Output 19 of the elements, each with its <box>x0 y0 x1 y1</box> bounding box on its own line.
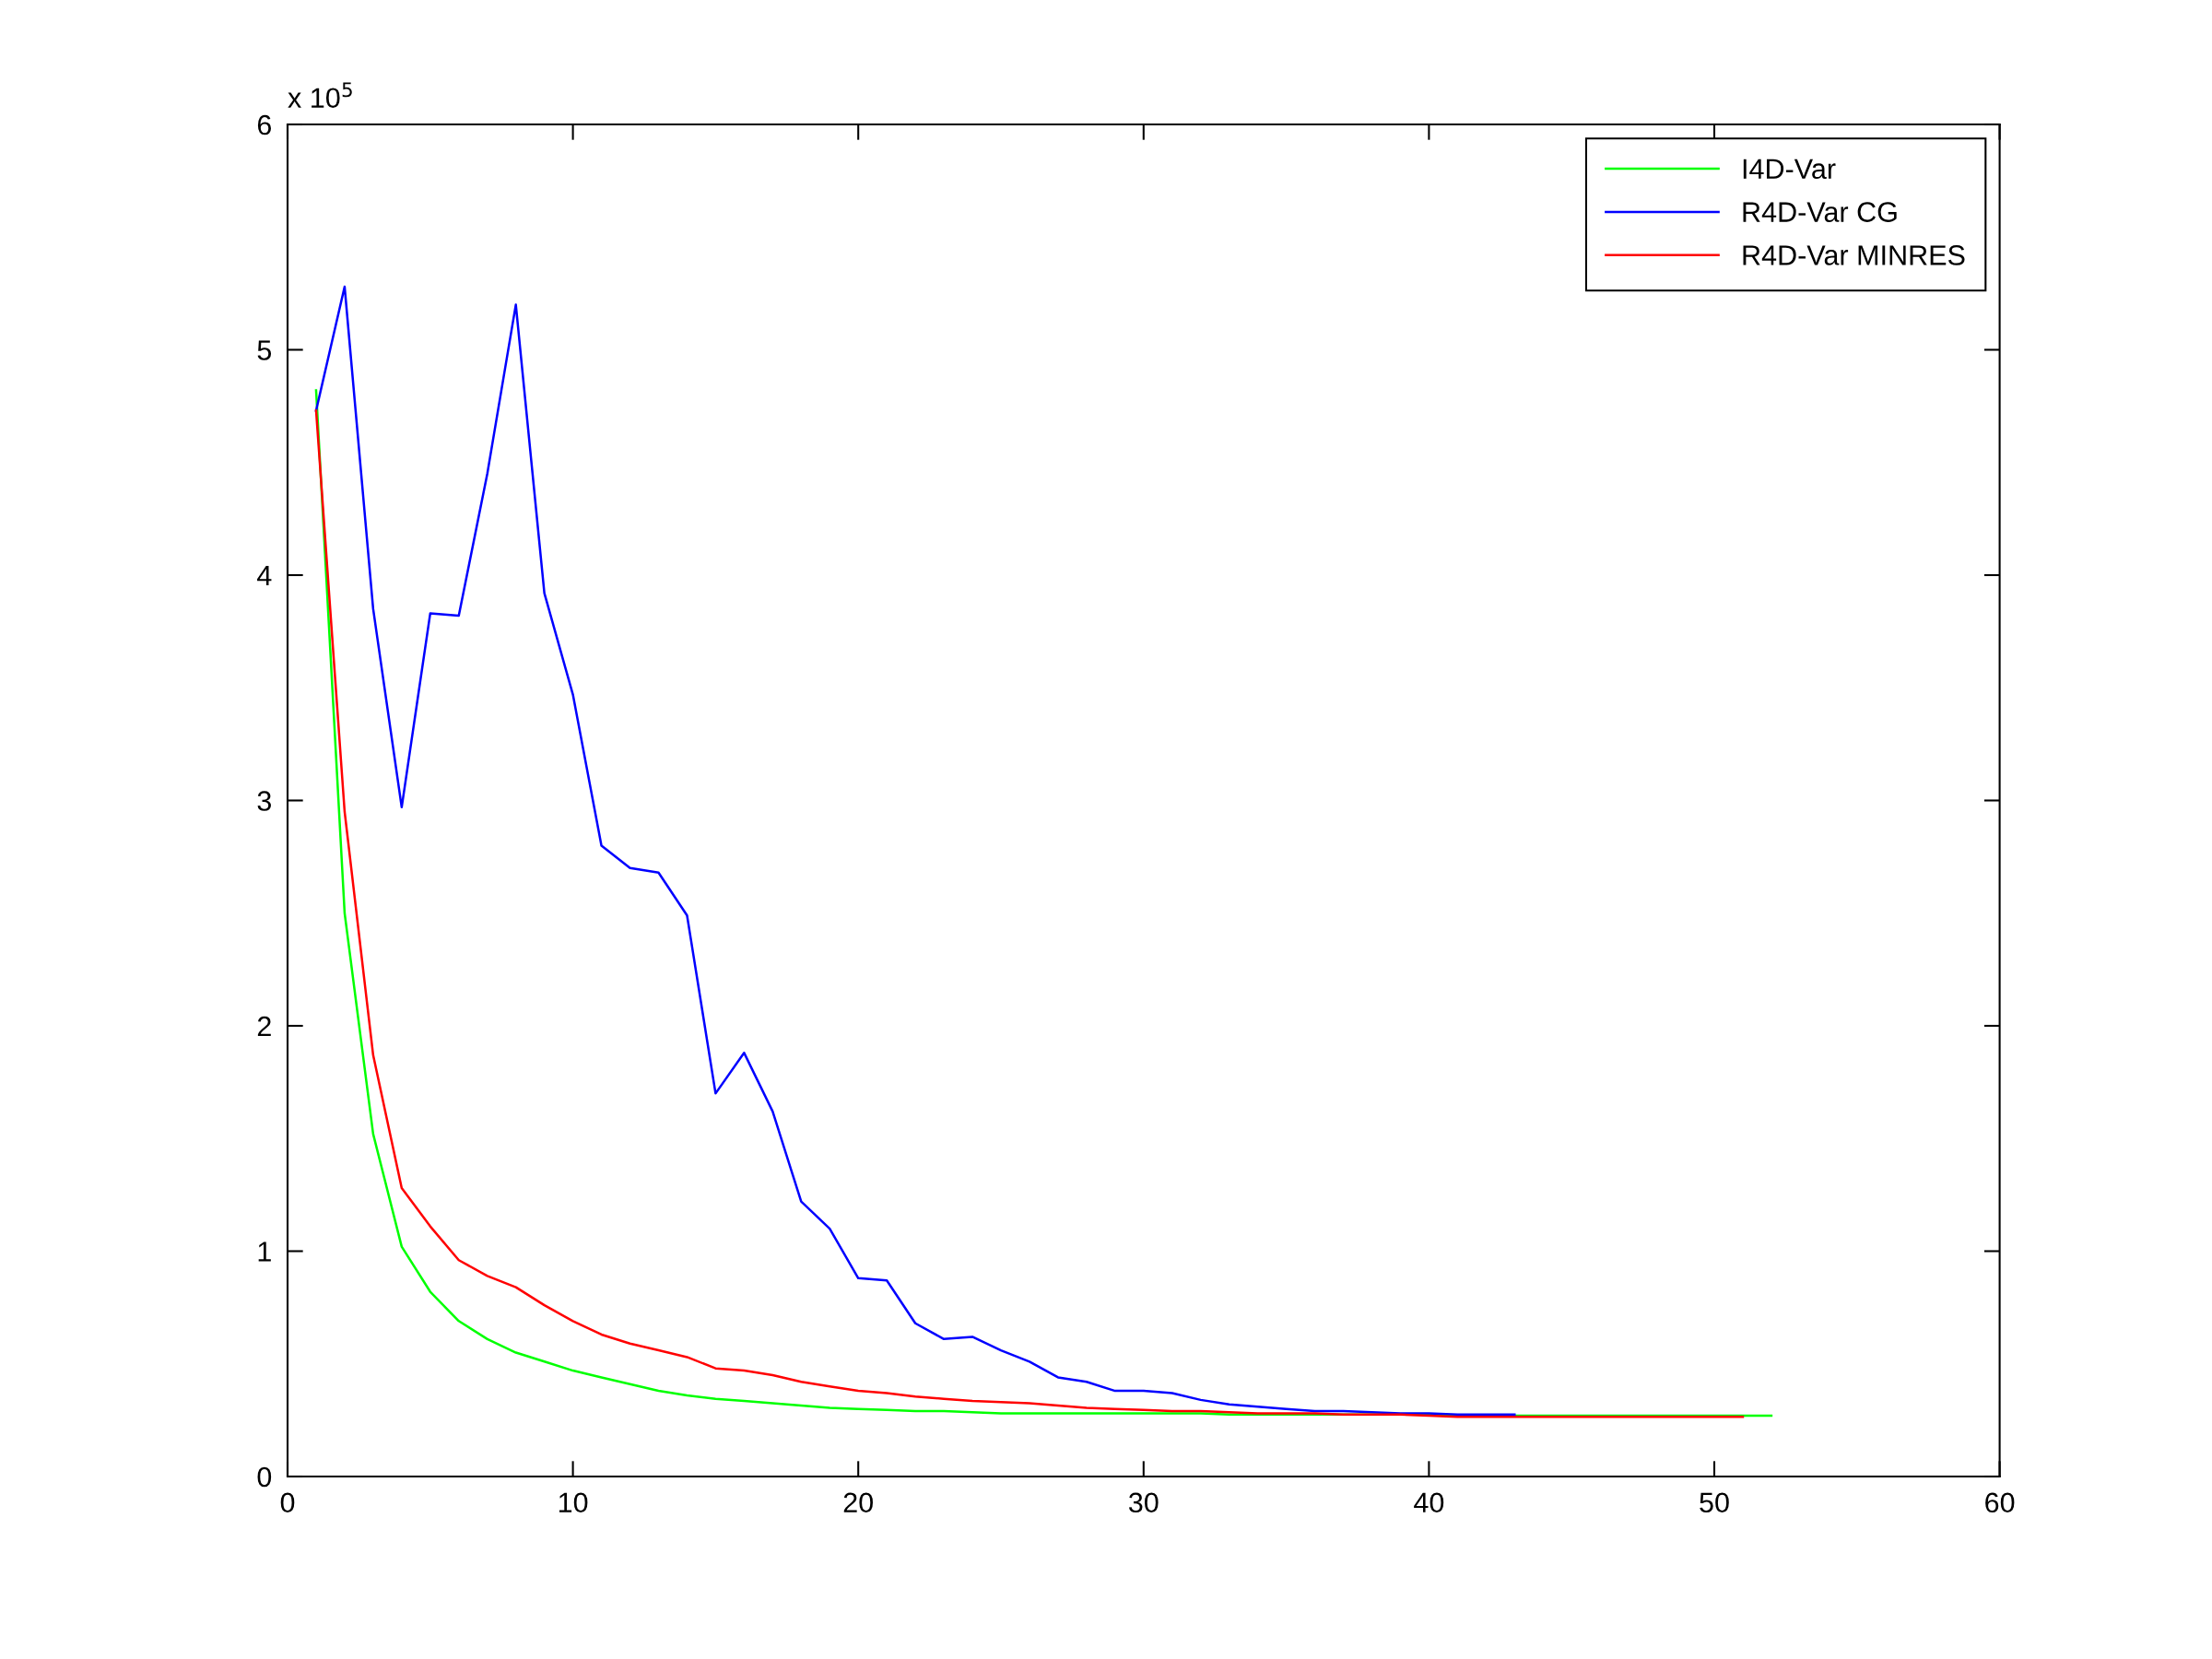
legend-label: I4D-Var <box>1743 159 1836 180</box>
x-tick-label: 30 <box>1128 1492 1159 1513</box>
y-tick-label: 5 <box>257 340 272 360</box>
x-tick-label: 40 <box>1414 1492 1444 1513</box>
x-tick-label: 60 <box>1985 1492 2015 1513</box>
legend-label: R4D-Var MINRES <box>1743 245 1965 265</box>
x-tick-label: 50 <box>1700 1492 1729 1513</box>
text: x 10$^{5}$ <box>288 82 352 109</box>
y-tick-label: 4 <box>257 566 272 586</box>
y-tick-label: 0 <box>257 1466 272 1488</box>
y-tick-label: 3 <box>257 791 271 811</box>
x-tick-label: 20 <box>843 1492 873 1513</box>
x-tick-label: 10 <box>559 1492 588 1513</box>
line-series <box>314 285 1516 1417</box>
y-tick-label: 1 <box>258 1241 271 1262</box>
x-tick-label: 0 <box>280 1492 295 1513</box>
y-tick-label: 6 <box>257 114 271 135</box>
legend-label: R4D-Var CG <box>1743 202 1897 222</box>
y-tick-label: 2 <box>257 1016 271 1037</box>
